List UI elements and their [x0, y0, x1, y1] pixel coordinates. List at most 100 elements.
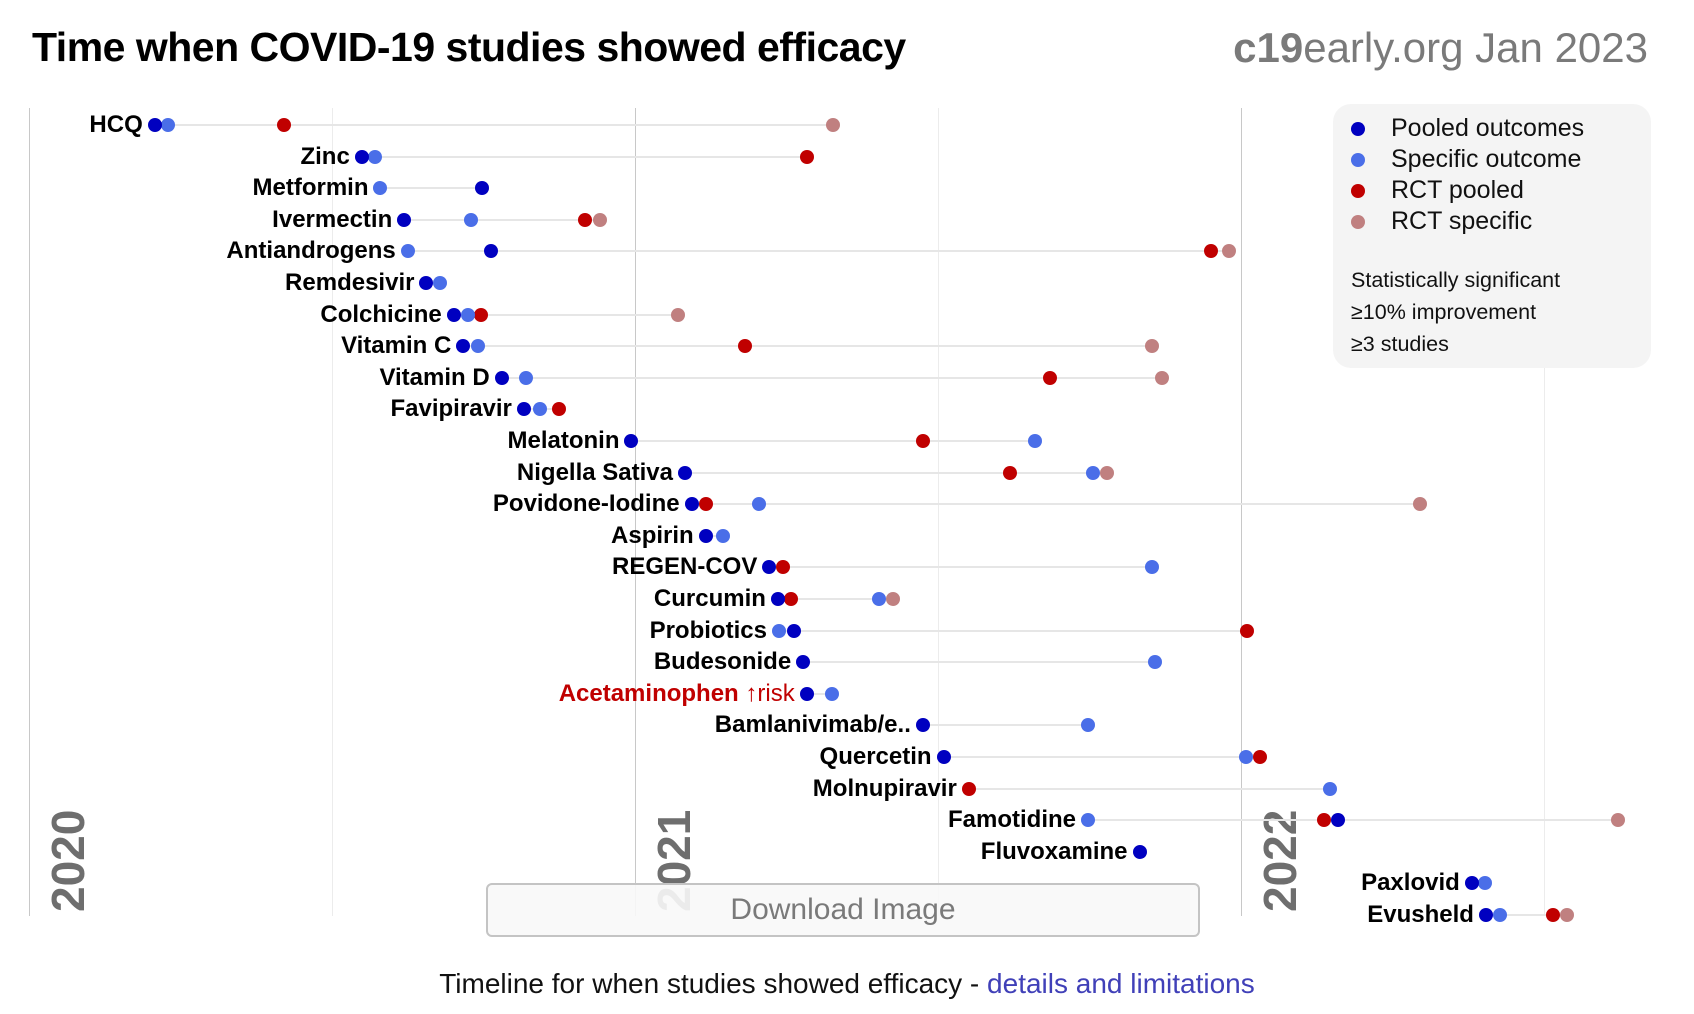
connector-line [380, 187, 482, 190]
footer-text: Timeline for when studies showed efficac… [439, 968, 988, 999]
dot-pooled [915, 718, 930, 733]
dot-specific [470, 339, 485, 354]
connector-line [154, 124, 833, 126]
treatment-name: Melatonin [507, 427, 620, 454]
row-label: Curcumin [654, 585, 766, 613]
brand-bold: c19 [1233, 24, 1304, 71]
connector-line [691, 503, 1421, 506]
quarter-gridline [331, 108, 333, 916]
row-label: Fluvoxamine [981, 838, 1128, 866]
dot-rct-pooled [1003, 465, 1018, 480]
dot-rct-pooled [915, 434, 930, 448]
dot-pooled [474, 181, 489, 196]
treatment-name: Vitamin D [379, 363, 490, 391]
risk-label: ↑risk [738, 679, 795, 707]
connector-line [361, 155, 807, 158]
connector-line [631, 440, 1036, 442]
row-label: Metformin [253, 174, 369, 202]
row-label: Famotidine [948, 806, 1076, 834]
dot-pooled [1132, 844, 1147, 859]
dot-rct-pooled [1545, 908, 1560, 922]
row-label: Melatonin [507, 427, 619, 455]
treatment-name: Evusheld [1367, 901, 1474, 928]
dot-rct-pooled [578, 212, 592, 227]
row-label: Vitamin D [379, 364, 489, 392]
treatment-name: Vitamin C [341, 332, 452, 360]
dot-specific [716, 528, 731, 543]
dot-specific [1085, 465, 1100, 480]
dot-pooled [698, 528, 713, 543]
legend-label: RCT specific [1391, 207, 1533, 235]
dot-rct-pooled [277, 118, 292, 132]
treatment-name: Acetaminophen [558, 679, 739, 707]
year-label: 2022 [1253, 809, 1306, 912]
dot-specific [160, 118, 175, 132]
row-label: Acetaminophen ↑risk [559, 680, 795, 708]
treatment-name: Nigella Sativa [516, 458, 673, 486]
dot-rct-pooled [784, 592, 799, 606]
dot-specific [533, 402, 548, 417]
brand-label: c19early.org Jan 2023 [1233, 24, 1648, 72]
dot-specific [752, 497, 767, 512]
dot-specific [373, 181, 388, 196]
row-label: Antiandrogens [226, 237, 395, 265]
dot-rct-specific [886, 592, 901, 606]
dot-rct-pooled [473, 307, 488, 322]
treatment-name: Molnupiravir [812, 774, 957, 802]
row-label: Zinc [300, 143, 349, 171]
treatment-name: Bamlanivimab/e.. [714, 711, 911, 739]
dot-pooled [1478, 908, 1493, 922]
connector-line [705, 534, 724, 537]
dot-pooled [446, 307, 461, 322]
dot-rct-specific [1560, 908, 1575, 922]
quarter-gridline [937, 108, 939, 916]
dot-specific [1493, 908, 1508, 922]
legend-label: Pooled outcomes [1391, 114, 1585, 142]
row-label: REGEN-COV [612, 553, 757, 581]
details-link[interactable]: details and limitations [987, 968, 1255, 999]
row-label: Molnupiravir [813, 775, 957, 803]
row-label: Evusheld [1367, 901, 1474, 929]
connector-line [404, 218, 600, 221]
connector-line [463, 345, 1152, 348]
dot-pooled [786, 623, 801, 638]
treatment-name: Probiotics [649, 616, 767, 644]
treatment-name: HCQ [89, 111, 143, 138]
connector-line [685, 471, 1107, 474]
dot-pooled [936, 750, 951, 764]
connector-line [778, 629, 1248, 632]
dot-rct-specific [671, 307, 686, 322]
dot-rct-specific [1144, 339, 1159, 354]
connector-line [453, 313, 679, 316]
connector-line [943, 756, 1261, 758]
dot-specific [1148, 655, 1163, 670]
legend-label: RCT pooled [1391, 176, 1524, 204]
dot-pooled [799, 686, 814, 701]
connector-line [806, 692, 832, 695]
year-gridline [28, 108, 30, 916]
dot-rct-specific [1413, 497, 1428, 512]
treatment-name: Favipiravir [390, 395, 512, 423]
treatment-name: REGEN-COV [611, 553, 758, 581]
connector-line [407, 250, 1230, 253]
dot-pooled [397, 212, 412, 227]
treatment-name: Colchicine [320, 300, 442, 328]
dot-rct-pooled [1203, 244, 1218, 259]
dot-pooled [484, 244, 499, 259]
dot-specific [871, 592, 886, 606]
treatment-name: Ivermectin [272, 205, 393, 233]
dot-specific [432, 276, 447, 290]
dot-rct-specific [592, 212, 607, 227]
dot-pooled [796, 655, 811, 670]
dot-pooled [147, 118, 162, 132]
dot-specific [460, 307, 475, 322]
connector-line [922, 724, 1088, 727]
connector-line [803, 661, 1156, 664]
year-label: 2020 [41, 809, 94, 912]
connector-line [968, 787, 1331, 790]
dot-pooled [762, 560, 777, 575]
dot-specific [1144, 560, 1159, 575]
download-image-button[interactable]: Download Image [486, 883, 1200, 937]
row-label: Favipiravir [391, 395, 512, 423]
